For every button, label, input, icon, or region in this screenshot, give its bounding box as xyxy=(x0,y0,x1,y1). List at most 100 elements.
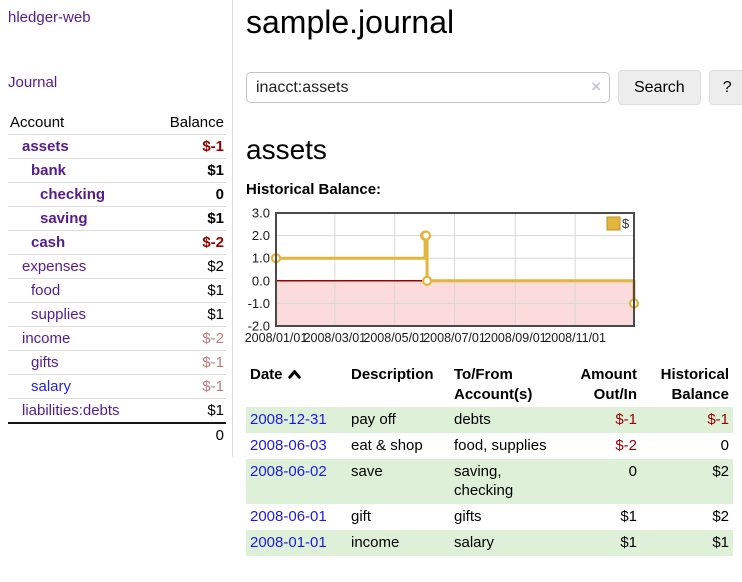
register-body: 2008-12-31pay offdebts$-1$-12008-06-03ea… xyxy=(246,407,733,556)
register-row: 2008-12-31pay offdebts$-1$-1 xyxy=(246,407,733,433)
search-box: × xyxy=(246,72,610,103)
account-link[interactable]: assets xyxy=(22,138,69,155)
transaction-date-link[interactable]: 2008-12-31 xyxy=(250,411,327,428)
clear-search-icon[interactable]: × xyxy=(591,77,601,97)
account-balance: $1 xyxy=(152,399,226,424)
account-row: supplies $1 xyxy=(8,303,226,327)
account-total-row: 0 xyxy=(8,423,226,447)
account-link[interactable]: saving xyxy=(40,210,88,227)
transaction-amount: $1 xyxy=(551,504,641,530)
transaction-amount: $-2 xyxy=(551,433,641,459)
transaction-balance: $2 xyxy=(641,504,733,530)
account-link[interactable]: income xyxy=(22,330,70,347)
transaction-description: gift xyxy=(347,504,450,530)
register-row: 2008-06-02savesaving, checking0$2 xyxy=(246,459,733,504)
chart-title: Historical Balance: xyxy=(246,181,742,199)
svg-text:3.0: 3.0 xyxy=(252,206,270,221)
svg-text:2008/05/01: 2008/05/01 xyxy=(363,331,426,345)
account-row: expenses $2 xyxy=(8,255,226,279)
svg-text:2008/07/01: 2008/07/01 xyxy=(423,331,486,345)
sidebar: hledger-web Journal Account Balance asse… xyxy=(0,0,233,457)
transaction-amount: $1 xyxy=(551,530,641,556)
transaction-accounts: food, supplies xyxy=(450,433,551,459)
account-link[interactable]: gifts xyxy=(31,354,59,371)
transaction-accounts: debts xyxy=(450,407,551,433)
transaction-accounts: salary xyxy=(450,530,551,556)
account-balance: $-2 xyxy=(152,327,226,351)
amount-column-header: Amount Out/In xyxy=(551,363,641,407)
app-title-link[interactable]: hledger-web xyxy=(8,9,232,26)
account-row: bank$1 xyxy=(8,159,226,183)
svg-text:2008/01/01: 2008/01/01 xyxy=(245,331,308,345)
transaction-description: income xyxy=(347,530,450,556)
account-row: salary $-1 xyxy=(8,375,226,399)
transaction-balance: $2 xyxy=(641,459,733,504)
transaction-balance: $1 xyxy=(641,530,733,556)
account-row: checking 0 xyxy=(8,183,226,207)
total-balance: 0 xyxy=(152,423,226,447)
date-header-label: Date xyxy=(250,366,283,383)
account-tree-header-row: Account Balance xyxy=(8,111,226,135)
search-input[interactable] xyxy=(246,72,610,103)
page-title: sample.journal xyxy=(246,2,742,42)
accounts-column-header: To/From Account(s) xyxy=(450,363,551,407)
account-balance: 0 xyxy=(152,183,226,207)
historical-balance-chart: 3.02.01.00.0-1.0-2.02008/01/012008/03/01… xyxy=(242,205,742,347)
svg-text:2008/11/01: 2008/11/01 xyxy=(544,331,606,345)
sort-ascending-icon[interactable] xyxy=(288,369,301,379)
account-balance: $-1 xyxy=(152,351,226,375)
transaction-description: eat & shop xyxy=(347,433,450,459)
account-row: saving $1 xyxy=(8,207,226,231)
search-button[interactable]: Search xyxy=(618,70,701,105)
account-balance: $-1 xyxy=(152,375,226,399)
balance-column-header: Balance xyxy=(152,111,226,135)
account-link[interactable]: checking xyxy=(40,186,105,203)
account-heading: assets xyxy=(246,134,742,166)
account-link[interactable]: expenses xyxy=(22,258,86,275)
account-balance: $1 xyxy=(152,207,226,231)
transaction-date-link[interactable]: 2008-01-01 xyxy=(250,534,327,551)
svg-text:2008/03/01: 2008/03/01 xyxy=(304,331,367,345)
transaction-date-link[interactable]: 2008-06-01 xyxy=(250,508,327,525)
svg-text:2.0: 2.0 xyxy=(252,228,270,243)
transaction-accounts: gifts xyxy=(450,504,551,530)
account-link[interactable]: salary xyxy=(31,378,71,395)
account-tree-body: assets$-1bank$1checking0saving$1cash$-2e… xyxy=(8,135,226,424)
chart-canvas: 3.02.01.00.0-1.0-2.02008/01/012008/03/01… xyxy=(242,205,642,347)
register-table: Date Description To/From Account(s) Amou… xyxy=(246,363,733,556)
account-row: cash $-2 xyxy=(8,231,226,255)
account-tree: Account Balance assets$-1bank$1checking0… xyxy=(8,111,226,447)
transaction-balance: $-1 xyxy=(641,407,733,433)
account-link[interactable]: food xyxy=(31,282,60,299)
svg-text:0.0: 0.0 xyxy=(252,273,270,288)
svg-text:1.0: 1.0 xyxy=(252,251,270,266)
account-row: income $-2 xyxy=(8,327,226,351)
account-link[interactable]: cash xyxy=(31,234,65,251)
account-link[interactable]: supplies xyxy=(31,306,86,323)
date-column-header[interactable]: Date xyxy=(246,363,347,407)
account-column-header: Account xyxy=(8,111,152,135)
transaction-date-link[interactable]: 2008-06-03 xyxy=(250,437,327,454)
search-form: × Search ? xyxy=(246,70,742,105)
sidebar-item-journal[interactable]: Journal xyxy=(8,74,232,91)
account-balance: $1 xyxy=(152,303,226,327)
svg-text:$: $ xyxy=(622,216,630,231)
account-balance: $-2 xyxy=(152,231,226,255)
account-link[interactable]: bank xyxy=(31,162,66,179)
account-balance: $2 xyxy=(152,255,226,279)
account-balance: $1 xyxy=(152,279,226,303)
transaction-amount: 0 xyxy=(551,459,641,504)
svg-text:-1.0: -1.0 xyxy=(248,296,270,311)
account-row: assets$-1 xyxy=(8,135,226,159)
account-link[interactable]: liabilities:debts xyxy=(22,402,120,419)
description-column-header: Description xyxy=(347,363,450,407)
account-row: gifts $-1 xyxy=(8,351,226,375)
account-row: liabilities:debts $1 xyxy=(8,399,226,424)
transaction-description: save xyxy=(347,459,450,504)
help-button[interactable]: ? xyxy=(709,70,742,105)
register-row: 2008-06-03eat & shopfood, supplies$-20 xyxy=(246,433,733,459)
register-header-row: Date Description To/From Account(s) Amou… xyxy=(246,363,733,407)
transaction-description: pay off xyxy=(347,407,450,433)
transaction-date-link[interactable]: 2008-06-02 xyxy=(250,463,327,480)
balance-column-header-main: Historical Balance xyxy=(641,363,733,407)
